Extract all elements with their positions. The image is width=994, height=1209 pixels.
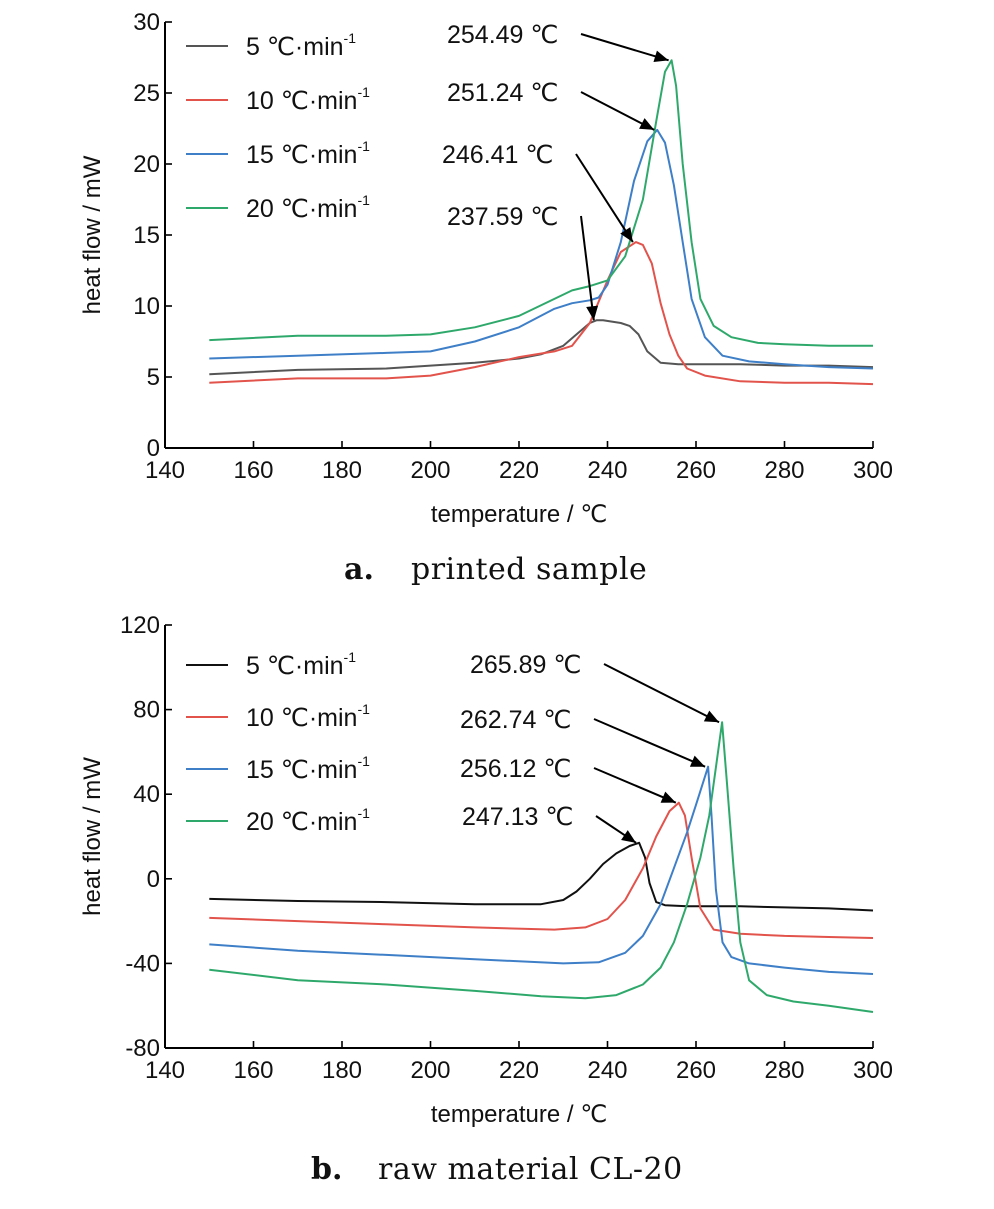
legend-label-superscript: -1 [357, 84, 370, 100]
legend-label-superscript: -1 [357, 138, 370, 154]
y-axis-title: heat flow / mW [79, 757, 106, 916]
y-tick-label: 80 [133, 697, 160, 724]
x-tick-label: 300 [853, 1057, 893, 1084]
series-line-2 [209, 128, 874, 370]
annotation-arrowhead [639, 118, 655, 130]
legend-label-text: 5 ℃·min [246, 652, 344, 680]
annotation-arrowhead [620, 227, 633, 243]
x-tick-label: 240 [587, 457, 627, 484]
x-tick-label: 280 [764, 1057, 804, 1084]
chart-panel-b: 140 160 180 200 220 240 260 280 300 -80 -40 0 40 80 12… [79, 612, 893, 1187]
legend-label: 15 ℃·min-1 [246, 753, 370, 784]
caption-text: raw material CL-20 [378, 1152, 683, 1187]
x-tick-label: 140 [145, 1057, 185, 1084]
x-tick-label: 140 [145, 457, 185, 484]
series-line-2 [209, 765, 874, 975]
legend-label-text: 15 ℃·min [246, 141, 357, 169]
annotation-arrowhead [586, 305, 599, 321]
x-axis-title: temperature / ℃ [431, 1101, 607, 1128]
y-tick-label: 30 [133, 9, 160, 36]
x-tick-label: 260 [676, 457, 716, 484]
legend-label-text: 10 ℃·min [246, 704, 357, 732]
legend-label: 20 ℃·min-1 [246, 192, 370, 223]
peak-annotation-label: 237.59 ℃ [447, 203, 559, 231]
x-tick-label: 300 [853, 457, 893, 484]
series-line-1 [209, 241, 874, 386]
y-tick-label: 20 [133, 151, 160, 178]
series-line-1 [209, 801, 874, 939]
series-line-3 [209, 59, 873, 347]
legend-label-text: 10 ℃·min [246, 87, 357, 115]
annotation-arrow-line [580, 215, 595, 321]
series-line-0 [209, 319, 874, 376]
annotation-arrowhead [621, 830, 637, 843]
series-line-0 [209, 841, 874, 912]
legend-label-superscript: -1 [357, 753, 370, 769]
x-tick-label: 280 [764, 457, 804, 484]
x-tick-label: 220 [499, 1057, 539, 1084]
y-axis-title: heat flow / mW [79, 155, 106, 314]
peak-annotation-label: 262.74 ℃ [460, 706, 572, 734]
legend-label-text: 20 ℃·min [246, 808, 357, 836]
peak-annotation-label: 251.24 ℃ [447, 79, 559, 107]
x-tick-label: 200 [410, 1057, 450, 1084]
legend-label-superscript: -1 [357, 701, 370, 717]
annotation-arrow-line [580, 33, 669, 62]
legend-label-superscript: -1 [344, 649, 357, 665]
legend-label-text: 5 ℃·min [246, 33, 344, 61]
peak-annotation-label: 246.41 ℃ [442, 141, 554, 169]
annotation-arrowhead [653, 50, 669, 63]
y-tick-label: 10 [133, 293, 160, 320]
x-tick-label: 160 [233, 457, 273, 484]
peak-annotation-label: 256.12 ℃ [460, 755, 572, 783]
y-tick-label: 40 [133, 781, 160, 808]
x-tick-label: 160 [233, 1057, 273, 1084]
x-axis-title: temperature / ℃ [431, 501, 607, 528]
y-tick-label: 0 [147, 866, 160, 893]
legend-label-text: 15 ℃·min [246, 756, 357, 784]
annotation-arrow-line [593, 767, 677, 804]
annotation-arrow-line [593, 718, 706, 768]
legend-label-text: 20 ℃·min [246, 195, 357, 223]
annotation-arrowhead [689, 755, 706, 767]
x-tick-label: 240 [587, 1057, 627, 1084]
chart-panel-a: 140 160 180 200 220 240 260 280 300 0 5 10 15 20 25 30 t… [79, 9, 893, 587]
x-tick-label: 260 [676, 1057, 716, 1084]
x-tick-label: 200 [410, 457, 450, 484]
x-tick-label: 180 [322, 457, 362, 484]
annotation-arrowhead [660, 791, 676, 803]
legend-label: 10 ℃·min-1 [246, 701, 370, 732]
annotation-arrow-line [575, 153, 634, 243]
y-tick-label: -80 [125, 1035, 160, 1062]
y-tick-label: 5 [147, 364, 160, 391]
y-tick-label: 120 [120, 612, 160, 639]
x-tick-label: 180 [322, 1057, 362, 1084]
peak-annotation-label: 254.49 ℃ [447, 21, 559, 49]
y-tick-label: 0 [147, 435, 160, 462]
y-tick-label: 25 [133, 80, 160, 107]
annotation-arrow-line [603, 663, 720, 724]
peak-annotation-label: 265.89 ℃ [470, 651, 582, 679]
y-tick-label: 15 [133, 222, 160, 249]
legend-label: 10 ℃·min-1 [246, 84, 370, 115]
legend-label: 5 ℃·min-1 [246, 30, 356, 61]
peak-annotation-label: 247.13 ℃ [462, 803, 574, 831]
legend-label-superscript: -1 [357, 192, 370, 208]
caption-text: printed sample [411, 552, 647, 587]
series-line-3 [209, 721, 874, 1013]
legend-label: 15 ℃·min-1 [246, 138, 370, 169]
legend-label-superscript: -1 [344, 30, 357, 46]
legend-label: 5 ℃·min-1 [246, 649, 356, 680]
y-tick-label: -40 [125, 950, 160, 977]
legend-label: 20 ℃·min-1 [246, 805, 370, 836]
annotation-arrowhead [703, 710, 720, 723]
x-tick-label: 220 [499, 457, 539, 484]
caption-letter: a. [344, 552, 374, 587]
caption-letter: b. [311, 1152, 342, 1187]
legend-label-superscript: -1 [357, 805, 370, 821]
